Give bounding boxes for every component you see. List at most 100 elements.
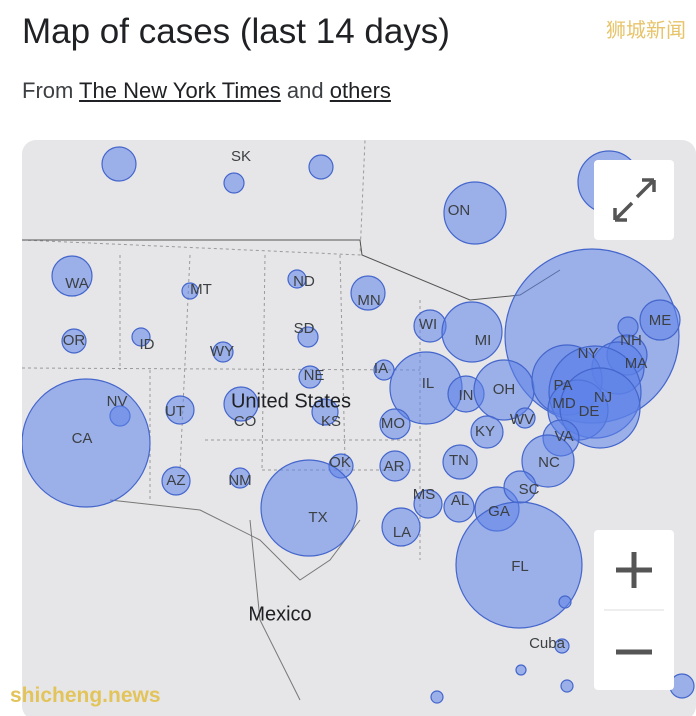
map-label: KY: [475, 423, 495, 440]
map-label: WY: [210, 343, 234, 360]
case-circle: [443, 491, 475, 523]
map-label: IL: [422, 375, 435, 392]
zoom-controls[interactable]: [594, 530, 674, 690]
case-circle: [308, 154, 334, 180]
map-label: OH: [493, 381, 516, 398]
case-circle: [379, 408, 411, 440]
map-label: NM: [228, 472, 251, 489]
map-label: MN: [357, 292, 380, 309]
case-circle: [515, 664, 527, 676]
case-circle: [554, 638, 570, 654]
case-circle: [350, 275, 386, 311]
map-label: TN: [449, 452, 469, 469]
source-prefix: From: [22, 78, 74, 103]
map-label: NC: [538, 454, 560, 471]
map-label: ME: [649, 312, 672, 329]
case-circle: [165, 395, 195, 425]
case-circle: [558, 595, 572, 609]
map-label: NV: [107, 393, 128, 410]
case-circle: [559, 367, 641, 449]
case-circle: [287, 269, 307, 289]
map-label: MI: [475, 332, 492, 349]
map-label: Mexico: [248, 603, 311, 625]
case-circle: [181, 282, 199, 300]
map-label: LA: [393, 524, 411, 541]
case-circle: [161, 466, 191, 496]
fullscreen-button[interactable]: [594, 160, 674, 240]
source-link[interactable]: The New York Times: [79, 78, 281, 103]
map[interactable]: SK ON WA MT ND MN ME NH OR ID WY SD WI M…: [22, 140, 696, 716]
map-label: MD: [552, 395, 575, 412]
case-circle: [131, 327, 151, 347]
map-label: IN: [459, 387, 474, 404]
case-circle: [441, 301, 503, 363]
case-circle: [442, 444, 478, 480]
case-circle: [260, 459, 358, 557]
case-circle: [298, 365, 322, 389]
title: Map of cases (last 14 days): [22, 12, 450, 51]
map-label: UT: [165, 403, 185, 420]
case-circle: [311, 398, 339, 426]
case-circle: [443, 181, 507, 245]
watermark: shicheng.news: [10, 684, 161, 707]
map-label: OK: [329, 454, 351, 471]
map-label: WV: [510, 411, 534, 428]
map-label: CA: [72, 430, 93, 447]
border: [109, 499, 361, 701]
source-line: From The New York Times and others: [22, 78, 391, 104]
map-label: MT: [190, 281, 212, 298]
case-circle: [212, 341, 234, 363]
map-label: WI: [419, 316, 437, 333]
case-circle: [413, 489, 443, 519]
case-circle: [229, 467, 251, 489]
map-label: MS: [413, 486, 436, 503]
map-label: IA: [374, 360, 388, 377]
map-label: NY: [578, 345, 599, 362]
map-label: AR: [384, 458, 405, 475]
case-circle: [470, 415, 504, 449]
case-circle: [521, 434, 575, 488]
source-link[interactable]: others: [329, 78, 391, 103]
map-label: TX: [308, 509, 327, 526]
case-circle: [101, 146, 137, 182]
map-label: SC: [519, 481, 540, 498]
case-circle: [373, 359, 395, 381]
case-circle: [22, 378, 151, 508]
map-label: FL: [511, 558, 529, 575]
map-label: CO: [234, 413, 257, 430]
map-label: ND: [293, 273, 315, 290]
map-label: ON: [448, 202, 471, 219]
map-label: SK: [231, 148, 251, 165]
map-label: KS: [321, 413, 341, 430]
case-circle: [61, 328, 87, 354]
map-label: VA: [555, 428, 574, 445]
map-label: NE: [304, 367, 325, 384]
case-circle: [223, 172, 245, 194]
case-circle: [455, 501, 583, 629]
map-label: OR: [63, 332, 86, 349]
map-label: MO: [381, 415, 405, 432]
map-label: AL: [451, 492, 469, 509]
map-label: United States: [231, 390, 351, 412]
map-label: AZ: [166, 472, 185, 489]
map-label: ID: [140, 336, 155, 353]
case-circle: [560, 679, 574, 693]
case-circle: [379, 450, 411, 482]
map-label: SD: [294, 320, 315, 337]
case-circle: [51, 255, 93, 297]
map-label: GA: [488, 503, 510, 520]
map-label: Cuba: [529, 635, 566, 652]
case-circle: [514, 407, 536, 429]
case-circle: [639, 299, 681, 341]
source-joiner: and: [286, 78, 324, 103]
map-label: MA: [625, 355, 648, 372]
watermark: 狮城新闻: [606, 20, 686, 42]
case-circle: [381, 507, 421, 547]
map-label: DE: [579, 403, 600, 420]
map-label: PA: [554, 377, 573, 394]
map-label: WA: [65, 275, 89, 292]
case-circle: [430, 690, 444, 704]
map-label: NJ: [594, 389, 612, 406]
case-circle: [223, 386, 259, 422]
